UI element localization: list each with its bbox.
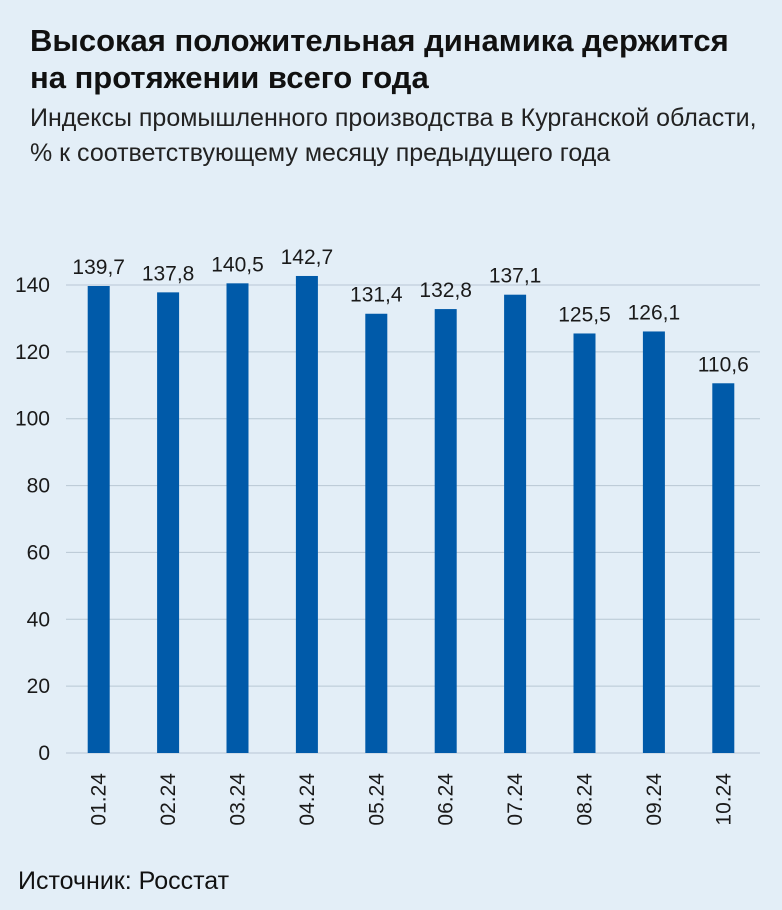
data-label: 139,7 xyxy=(72,256,125,279)
data-label: 110,6 xyxy=(698,353,749,376)
bar xyxy=(365,313,388,753)
bar xyxy=(87,286,110,753)
x-tick-label: 03.24 xyxy=(227,773,250,826)
bar xyxy=(157,292,180,753)
data-label: 131,4 xyxy=(350,284,403,307)
y-axis-ticks: 0 20 40 60 80 100 120 140 xyxy=(15,274,50,765)
x-tick-label: 07.24 xyxy=(504,773,527,826)
bars xyxy=(87,275,735,753)
bar xyxy=(504,294,527,753)
y-tick-label: 80 xyxy=(27,475,50,498)
bar xyxy=(712,383,735,753)
y-tick-label: 120 xyxy=(15,341,50,364)
x-tick-label: 06.24 xyxy=(435,773,458,826)
bar xyxy=(226,283,249,753)
bar xyxy=(434,309,457,753)
x-tick-label: 02.24 xyxy=(157,773,180,826)
x-tick-label: 08.24 xyxy=(574,773,597,826)
data-label: 126,1 xyxy=(628,301,681,324)
y-tick-label: 0 xyxy=(38,742,50,765)
data-label: 142,7 xyxy=(281,246,334,269)
bar xyxy=(295,275,318,753)
y-tick-label: 140 xyxy=(15,274,50,297)
x-tick-label: 01.24 xyxy=(88,773,111,826)
x-tick-label: 09.24 xyxy=(643,773,666,826)
data-label: 125,5 xyxy=(558,303,611,326)
data-label: 140,5 xyxy=(211,253,264,276)
y-tick-label: 60 xyxy=(27,541,50,564)
bar xyxy=(573,333,596,753)
chart-title: Высокая положительная динамика держится … xyxy=(30,23,729,95)
x-tick-label: 10.24 xyxy=(712,773,735,826)
data-labels: 139,7 137,8 140,5 142,7 131,4 132,8 137,1 125,5… xyxy=(72,246,748,376)
y-tick-label: 20 xyxy=(27,675,50,698)
y-tick-label: 100 xyxy=(15,408,50,431)
source-note: Источник: Росстат xyxy=(18,867,230,895)
chart-subtitle: Индексы промышленного производства в Кур… xyxy=(30,104,757,167)
bar xyxy=(642,331,665,753)
x-axis-ticks: 01.24 02.24 03.24 04.24 05.24 06.24 07.24 08.24… xyxy=(88,773,736,826)
data-label: 137,8 xyxy=(142,262,195,285)
y-tick-label: 40 xyxy=(27,608,50,631)
x-tick-label: 04.24 xyxy=(296,773,319,826)
x-tick-label: 05.24 xyxy=(365,773,388,826)
data-label: 132,8 xyxy=(419,279,472,302)
data-label: 137,1 xyxy=(489,265,542,288)
